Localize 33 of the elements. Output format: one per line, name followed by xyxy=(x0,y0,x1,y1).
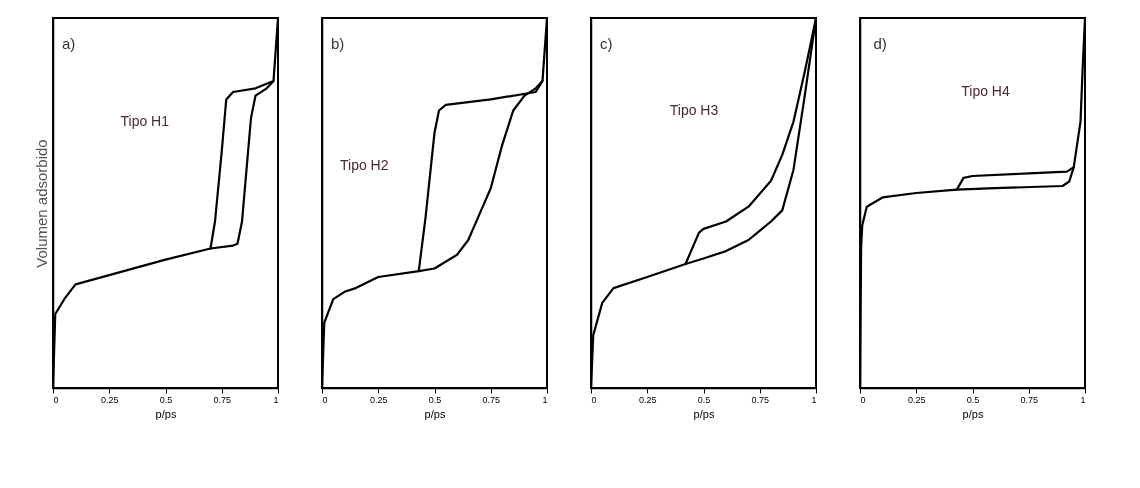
annotation: d) xyxy=(873,34,887,52)
x-axis-title: p/ps xyxy=(155,407,177,420)
x-tick-label: 0.75 xyxy=(482,394,501,405)
x-tick-label: 1 xyxy=(811,394,817,405)
annotation: Tipo H1 xyxy=(120,112,170,129)
annotation: a) xyxy=(62,34,76,52)
x-axis-title: p/ps xyxy=(693,407,715,420)
x-tick-label: 0.25 xyxy=(369,394,388,405)
x-tick-label: 0 xyxy=(860,394,866,405)
x-tick-label: 0.75 xyxy=(1020,394,1039,405)
x-axis-title: p/ps xyxy=(962,407,984,420)
x-tick-label: 0 xyxy=(53,394,59,405)
annotation: b) xyxy=(331,34,345,52)
x-tick-label: 1 xyxy=(1080,394,1086,405)
y-axis-title: Volumen adsorbido xyxy=(32,139,50,268)
annotation: Tipo H4 xyxy=(961,83,1010,99)
x-tick-label: 0.5 xyxy=(159,394,173,405)
x-tick-label: 0.75 xyxy=(751,394,770,405)
x-tick-label: 0.5 xyxy=(966,394,980,405)
x-tick-label: 1 xyxy=(273,394,279,405)
x-tick-label: 0.75 xyxy=(213,394,232,405)
x-tick-label: 0 xyxy=(322,394,328,405)
x-tick-label: 0.5 xyxy=(697,394,711,405)
x-tick-label: 1 xyxy=(542,394,548,405)
annotation: Tipo H3 xyxy=(669,101,719,118)
x-tick-label: 0.25 xyxy=(638,394,657,405)
annotation: c) xyxy=(600,34,613,52)
x-tick-label: 0 xyxy=(591,394,597,405)
x-tick-label: 0.25 xyxy=(100,394,119,405)
x-tick-label: 0.25 xyxy=(907,394,926,405)
x-axis-title: p/ps xyxy=(424,407,446,420)
x-tick-label: 0.5 xyxy=(428,394,442,405)
annotation: Tipo H2 xyxy=(340,157,389,173)
